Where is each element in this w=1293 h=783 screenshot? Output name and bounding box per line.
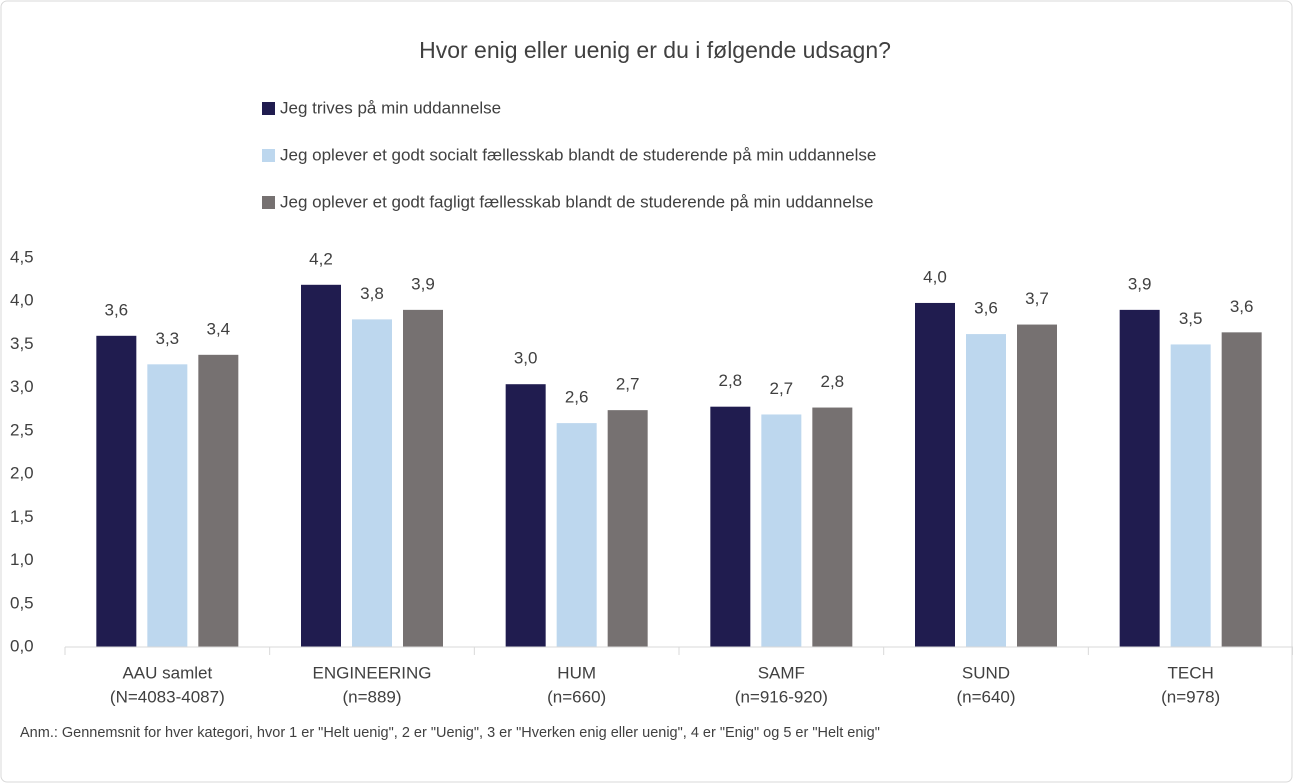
y-tick-label: 3,5 — [10, 334, 34, 353]
bar — [761, 414, 802, 647]
bar — [1017, 324, 1057, 647]
bar — [915, 302, 955, 647]
x-tick-label: ENGINEERING — [312, 663, 431, 682]
legend-swatch — [262, 196, 275, 209]
x-tick-label: AAU samlet — [122, 663, 212, 682]
data-label: 2,8 — [821, 372, 845, 391]
x-tick-label: (n=978) — [1161, 687, 1220, 706]
data-label: 2,7 — [616, 375, 640, 394]
y-tick-label: 0,5 — [10, 593, 34, 612]
y-tick-label: 3,0 — [10, 377, 34, 396]
x-tick-label: (N=4083-4087) — [110, 687, 225, 706]
bar — [96, 335, 137, 647]
data-label: 4,0 — [923, 267, 947, 286]
bar — [710, 406, 751, 647]
data-label: 3,6 — [105, 300, 129, 319]
legend-label: Jeg oplever et godt socialt fællesskab b… — [280, 145, 876, 164]
y-tick-label: 4,0 — [10, 291, 34, 310]
legend-label: Jeg oplever et godt fagligt fællesskab b… — [280, 192, 874, 211]
x-tick-label: HUM — [557, 663, 596, 682]
data-label: 4,2 — [309, 249, 333, 268]
x-tick-label: (n=916-920) — [735, 687, 828, 706]
data-label: 3,6 — [974, 299, 998, 318]
bar — [607, 410, 648, 647]
bar — [301, 284, 341, 647]
data-label: 2,6 — [565, 388, 589, 407]
bar — [147, 364, 188, 647]
data-label: 3,4 — [207, 319, 231, 338]
data-label: 2,7 — [770, 379, 794, 398]
data-label: 3,3 — [156, 329, 180, 348]
x-tick-label: (n=889) — [342, 687, 401, 706]
x-tick-label: (n=660) — [547, 687, 606, 706]
data-label: 3,8 — [360, 284, 384, 303]
note: Anm.: Gennemsnit for hver kategori, hvor… — [20, 725, 880, 741]
x-tick-label: SUND — [962, 663, 1010, 682]
x-tick-label: (n=640) — [956, 687, 1015, 706]
data-label: 3,0 — [514, 349, 538, 368]
legend-swatch — [262, 102, 275, 115]
legend-swatch — [262, 149, 275, 162]
legend-label: Jeg trives på min uddannelse — [280, 98, 501, 117]
y-tick-label: 4,5 — [10, 247, 34, 266]
y-tick-label: 0,0 — [10, 636, 34, 655]
bar — [812, 407, 853, 647]
bar — [966, 334, 1006, 647]
y-tick-label: 1,0 — [10, 550, 34, 569]
data-label: 3,7 — [1025, 289, 1049, 308]
x-tick-label: SAMF — [758, 663, 805, 682]
data-label: 3,9 — [411, 274, 435, 293]
y-tick-label: 2,5 — [10, 420, 34, 439]
bar — [403, 309, 443, 647]
bar — [1170, 344, 1211, 647]
bar — [1119, 309, 1160, 647]
y-tick-label: 2,0 — [10, 464, 34, 483]
bar — [556, 423, 597, 647]
bar — [352, 319, 392, 647]
data-label: 3,5 — [1179, 309, 1203, 328]
x-tick-label: TECH — [1168, 663, 1214, 682]
y-tick-label: 1,5 — [10, 507, 34, 526]
bar — [505, 384, 546, 647]
data-label: 2,8 — [719, 371, 743, 390]
bar — [198, 354, 239, 647]
bar — [1221, 332, 1262, 647]
chart-title: Hvor enig eller uenig er du i følgende u… — [419, 37, 891, 63]
data-label: 3,6 — [1230, 297, 1254, 316]
data-label: 3,9 — [1128, 274, 1152, 293]
